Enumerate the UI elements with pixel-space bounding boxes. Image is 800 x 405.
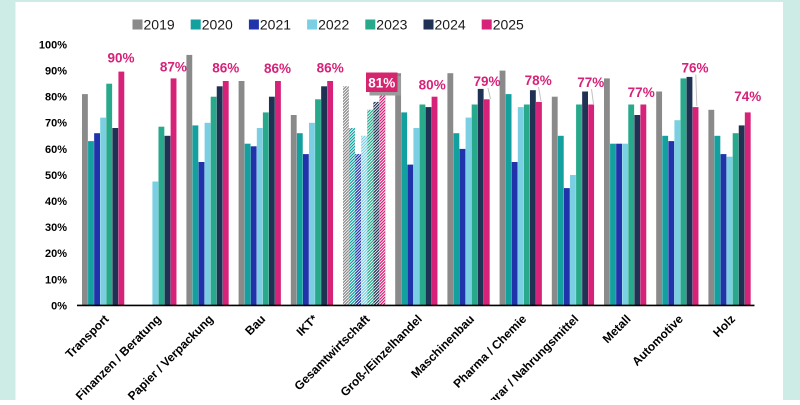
svg-text:86%: 86% xyxy=(317,61,344,76)
svg-text:78%: 78% xyxy=(525,73,552,88)
svg-text:2022: 2022 xyxy=(318,16,349,32)
svg-text:2024: 2024 xyxy=(435,16,466,32)
svg-text:0%: 0% xyxy=(51,300,67,312)
svg-text:74%: 74% xyxy=(734,89,761,104)
svg-text:2020: 2020 xyxy=(202,16,233,32)
svg-text:87%: 87% xyxy=(160,60,187,75)
svg-text:2025: 2025 xyxy=(493,16,524,32)
svg-text:90%: 90% xyxy=(107,51,134,66)
svg-text:76%: 76% xyxy=(681,61,708,76)
svg-text:80%: 80% xyxy=(419,77,446,92)
svg-text:2021: 2021 xyxy=(260,16,291,32)
svg-text:2023: 2023 xyxy=(376,16,407,32)
svg-text:10%: 10% xyxy=(45,274,67,286)
svg-text:70%: 70% xyxy=(45,118,67,130)
svg-text:2019: 2019 xyxy=(144,16,175,32)
svg-text:40%: 40% xyxy=(45,196,67,208)
svg-text:79%: 79% xyxy=(473,74,500,89)
svg-text:90%: 90% xyxy=(45,66,67,78)
svg-text:86%: 86% xyxy=(212,60,239,75)
svg-text:81%: 81% xyxy=(368,76,395,91)
svg-text:80%: 80% xyxy=(45,92,67,104)
svg-text:20%: 20% xyxy=(45,248,67,260)
svg-text:100%: 100% xyxy=(39,39,67,51)
svg-text:86%: 86% xyxy=(264,61,291,76)
svg-text:77%: 77% xyxy=(628,85,655,100)
svg-text:77%: 77% xyxy=(577,75,604,90)
svg-text:30%: 30% xyxy=(45,222,67,234)
svg-text:60%: 60% xyxy=(45,144,67,156)
svg-text:50%: 50% xyxy=(45,170,67,182)
